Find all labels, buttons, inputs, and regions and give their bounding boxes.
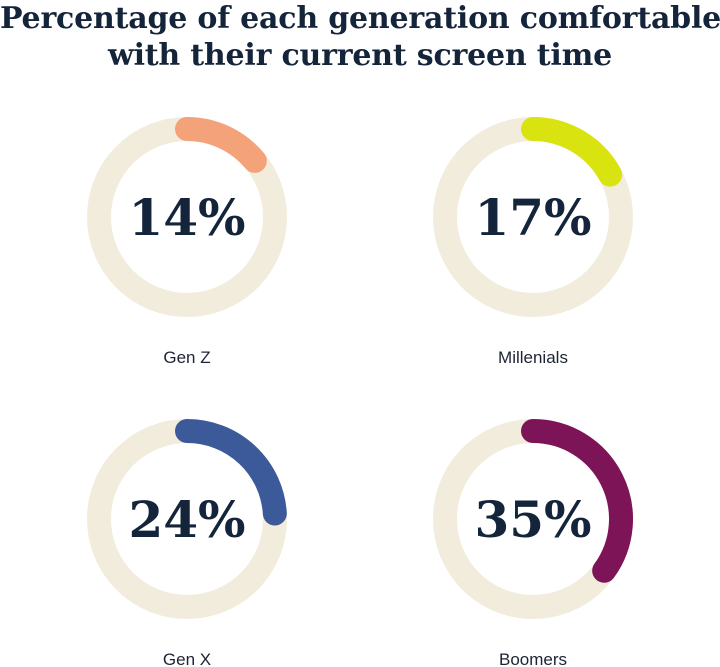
donut-gen-z: 14% Gen Z [87,117,287,367]
chart-title-line-2: with their current screen time [107,38,613,73]
donut-arc-gen-z [175,117,267,173]
donut-gen-x: 24% Gen X [87,419,287,667]
donut-label-boomers: Boomers [499,650,567,667]
chart-title-line-1: Percentage of each generation comfortabl… [0,1,720,36]
donut-label-gen-z: Gen Z [163,348,210,367]
donut-boomers: 35% Boomers [433,419,633,667]
donut-arc-gen-x [175,419,287,526]
donut-arc-boomers [521,419,633,583]
donut-value-gen-z: 14% [128,188,245,247]
donut-value-boomers: 35% [474,490,591,549]
donut-value-millenials: 17% [474,188,591,247]
donut-arc-millenials [521,117,623,187]
donut-label-gen-x: Gen X [163,650,211,667]
donut-millenials: 17% Millenials [433,117,633,367]
chart-title: Percentage of each generation comfortabl… [0,0,720,74]
donut-label-millenials: Millenials [498,348,568,367]
donut-value-gen-x: 24% [128,490,245,549]
